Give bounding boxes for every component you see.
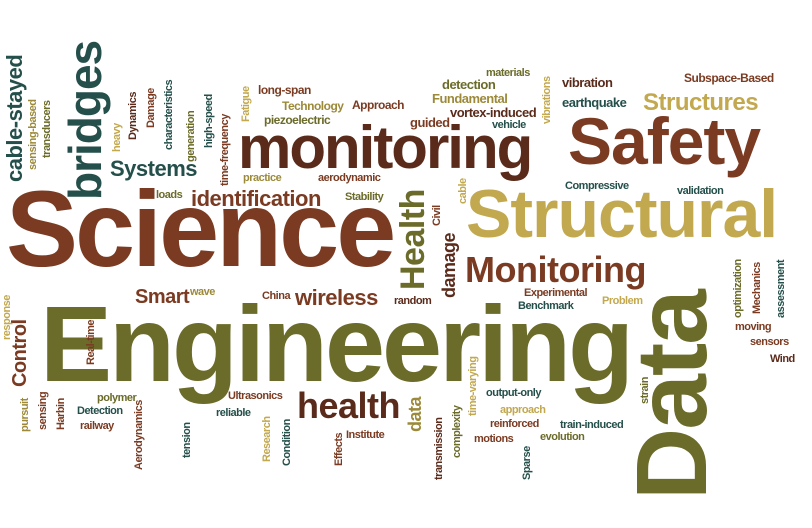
word-health-lower: health — [297, 385, 401, 426]
word-vibration: vibration — [562, 75, 613, 90]
word-bridges: bridges — [59, 40, 111, 200]
word-science: Science — [6, 168, 396, 289]
word-piezoelectric: piezoelectric — [264, 113, 331, 127]
word-validation: validation — [677, 185, 724, 197]
word-civil: Civil — [431, 205, 443, 226]
word-compressive: Compressive — [565, 180, 629, 192]
word-output-only: output-only — [486, 387, 541, 399]
word-structural: Structural — [466, 176, 778, 252]
word-strain: strain — [639, 377, 651, 404]
word-tension: tension — [181, 422, 193, 458]
word-structures: Structures — [643, 89, 759, 116]
word-assessment: assessment — [775, 260, 787, 318]
word-problem: Problem — [602, 295, 643, 307]
word-wave: wave — [190, 286, 215, 298]
word-experimental: Experimental — [524, 287, 588, 299]
word-aerodynamic: aerodynamic — [318, 172, 381, 184]
word-dynamics: Dynamics — [127, 92, 139, 140]
word-random: random — [394, 295, 432, 307]
word-condition: Condition — [281, 419, 293, 466]
word-heavy: heavy — [111, 123, 123, 152]
word-benchmark: Benchmark — [518, 300, 574, 312]
word-complexity: complexity — [451, 405, 463, 458]
word-optimization: optimization — [732, 259, 744, 318]
word-cable-stayed: cable-stayed — [2, 54, 27, 182]
word-sparse: Sparse — [521, 446, 533, 480]
word-transducers: transducers — [41, 100, 53, 158]
word-transmission: transmission — [433, 417, 445, 480]
word-engineering: Engineering — [40, 283, 634, 404]
word-guided: guided — [410, 115, 450, 130]
word-monitoring-upper: Monitoring — [465, 249, 646, 290]
word-mechanics: Mechanics — [751, 262, 763, 314]
word-safety: Safety — [568, 104, 761, 178]
word-fundamental: Fundamental — [432, 91, 508, 106]
word-time-varying: time-varying — [467, 356, 479, 416]
word-real-time: Real-time — [85, 319, 97, 365]
word-materials: materials — [486, 67, 530, 79]
word-railway: railway — [80, 420, 114, 432]
word-sensing-based: sensing-based — [27, 99, 39, 170]
word-stability: Stability — [345, 191, 384, 203]
word-time-frequency: time-frequency — [219, 114, 231, 186]
word-detection-top: detection — [442, 77, 496, 92]
word-characteristics: characteristics — [163, 79, 175, 150]
word-loads: loads — [156, 189, 183, 201]
word-moving: moving — [735, 321, 772, 333]
word-high-speed: high-speed — [203, 94, 215, 148]
word-approach-bottom: approach — [500, 404, 546, 416]
word-reinforced: reinforced — [490, 418, 539, 430]
word-damage-top: Damage — [145, 88, 157, 128]
word-vortex-induced: vortex-induced — [450, 105, 537, 120]
word-sensing: sensing — [37, 391, 49, 430]
word-damage-vertical: damage — [439, 232, 459, 298]
word-wireless: wireless — [295, 285, 378, 310]
word-effects: Effects — [333, 432, 345, 466]
word-institute: Institute — [346, 429, 385, 441]
word-research: Research — [261, 416, 273, 462]
word-approach-top: Approach — [352, 98, 405, 112]
word-evolution: evolution — [540, 431, 585, 443]
word-motions: motions — [474, 433, 514, 445]
word-train-induced: train-induced — [560, 419, 624, 431]
word-aerodynamics: Aerodynamics — [133, 400, 145, 470]
word-identification: identification — [191, 186, 321, 211]
word-cable: cable — [457, 178, 469, 204]
word-detection-bottom: Detection — [77, 405, 123, 417]
word-health-vertical: Health — [394, 189, 432, 290]
word-technology: Technology — [282, 99, 344, 113]
word-subspace-based: Subspace-Based — [684, 71, 774, 85]
word-long-span: long-span — [258, 83, 311, 97]
word-sensors: sensors — [750, 336, 789, 348]
word-practice: practice — [243, 172, 282, 184]
word-data-small: data — [405, 396, 425, 432]
word-generation: generation — [185, 110, 197, 162]
word-polymer: polymer — [97, 392, 137, 404]
word-data-large: Data — [616, 291, 728, 500]
word-china: China — [262, 290, 291, 302]
word-monitoring-lower: monitoring — [238, 114, 533, 181]
word-vehicle: vehicle — [492, 119, 526, 131]
word-ultrasonics: Ultrasonics — [228, 390, 283, 402]
word-harbin: Harbin — [55, 398, 67, 430]
word-reliable: reliable — [216, 407, 251, 419]
word-pursuit: pursuit — [19, 398, 31, 432]
word-response: response — [1, 295, 13, 340]
word-smart: Smart — [135, 286, 190, 308]
word-systems: Systems — [110, 156, 198, 181]
word-control: Control — [9, 319, 31, 387]
word-earthquake: earthquake — [562, 95, 627, 110]
word-vibrations: vibrations — [541, 76, 553, 124]
word-wind: Wind — [770, 353, 795, 365]
word-fatigue: Fatigue — [240, 86, 252, 122]
